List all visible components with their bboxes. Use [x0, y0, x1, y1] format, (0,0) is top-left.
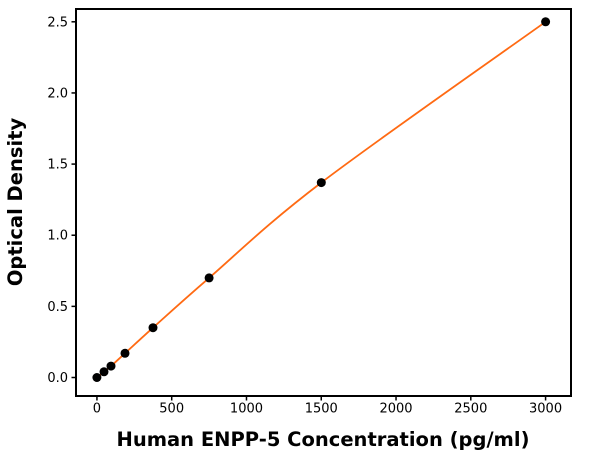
data-point: [204, 273, 214, 283]
data-point: [541, 17, 551, 27]
x-tick-label: 0: [93, 402, 101, 417]
y-tick-label: 1.0: [47, 229, 68, 244]
x-tick-label: 3000: [529, 402, 562, 417]
data-point: [99, 367, 109, 377]
x-tick-label: 500: [159, 402, 184, 417]
y-tick-label: 1.5: [47, 158, 68, 173]
y-tick-label: 0.5: [47, 300, 68, 315]
y-axis-label: Optical Density: [4, 118, 27, 287]
x-tick-label: 2500: [454, 402, 487, 417]
fit-curve: [96, 21, 547, 379]
data-point: [92, 373, 102, 382]
data-point: [148, 323, 158, 333]
data-points-layer: [92, 17, 551, 382]
x-tick-label: 1500: [305, 402, 338, 417]
data-point: [120, 348, 130, 358]
y-tick-label: 2.0: [47, 86, 68, 101]
data-point: [316, 178, 326, 188]
y-tick-label: 2.5: [47, 15, 68, 30]
fit-curve-layer: [96, 21, 547, 379]
plot-frame: [75, 8, 572, 397]
x-tick-label: 2000: [379, 402, 412, 417]
axis-ticks-layer: 0 500 1000 1500 2000 2500 3000 0.0 0.5 1.0 1.5 2.0 2…: [47, 15, 562, 416]
x-axis-label: Human ENPP-5 Concentration (pg/ml): [117, 428, 530, 450]
y-tick-label: 0.0: [47, 371, 68, 386]
x-tick-label: 1000: [230, 402, 263, 417]
data-point: [106, 361, 116, 371]
